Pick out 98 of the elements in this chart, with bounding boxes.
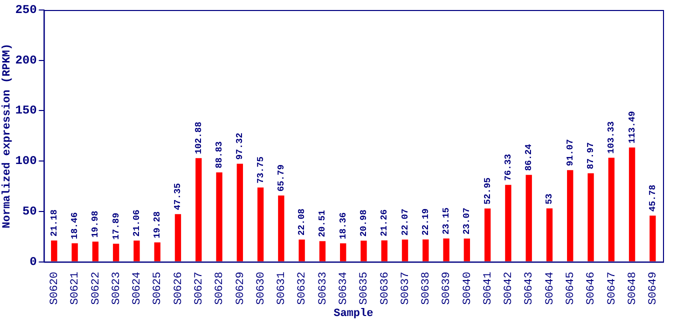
bar xyxy=(650,216,656,262)
bar xyxy=(402,240,408,262)
bar xyxy=(92,242,98,262)
data-label: 20.98 xyxy=(358,210,369,237)
x-tick-label: S0621 xyxy=(70,271,82,305)
x-tick-label: S0646 xyxy=(586,272,598,305)
x-tick-label: S0642 xyxy=(503,272,516,305)
x-tick-label: S0633 xyxy=(317,272,330,305)
data-label: 113.49 xyxy=(627,111,638,144)
bar xyxy=(51,240,58,262)
bar xyxy=(278,196,284,262)
bar xyxy=(340,243,346,262)
data-label: 21.26 xyxy=(380,209,390,236)
bar xyxy=(216,172,222,262)
bar xyxy=(319,241,326,262)
data-label: 88.83 xyxy=(214,141,225,168)
bar xyxy=(628,147,636,262)
x-tick-label: S0628 xyxy=(214,272,226,305)
data-label: 76.33 xyxy=(503,154,514,181)
bar xyxy=(588,173,594,262)
data-label: 102.88 xyxy=(194,122,204,154)
bar xyxy=(257,188,264,262)
y-tick-label: 0 xyxy=(30,254,37,269)
data-label: 103.33 xyxy=(606,121,617,154)
bar xyxy=(134,240,140,262)
data-label: 21.18 xyxy=(49,209,60,236)
bar xyxy=(298,240,305,262)
x-tick-label: S0647 xyxy=(606,272,618,305)
x-tick-label: S0622 xyxy=(90,272,102,305)
x-tick-label: S0635 xyxy=(358,272,371,305)
x-tick-label: S0638 xyxy=(420,272,433,305)
bar xyxy=(443,238,450,262)
x-tick-label: S0632 xyxy=(296,272,309,305)
y-tick-label: 50 xyxy=(22,204,37,218)
bar xyxy=(546,208,553,262)
y-tick-label: 100 xyxy=(15,154,37,168)
data-label: 52.95 xyxy=(482,177,493,204)
x-tick-label: S0634 xyxy=(338,271,350,305)
data-label: 23.15 xyxy=(442,207,452,234)
bar xyxy=(154,242,160,262)
bar xyxy=(464,238,470,262)
y-tick-label: 250 xyxy=(15,3,37,18)
x-tick-label: S0637 xyxy=(400,272,412,305)
x-tick-label: S0636 xyxy=(379,272,392,305)
data-label: 18.46 xyxy=(70,212,80,240)
data-label: 17.89 xyxy=(111,212,122,240)
x-tick-label: S0620 xyxy=(49,272,62,305)
data-label: 97.32 xyxy=(235,132,246,160)
bar xyxy=(360,240,367,262)
bar xyxy=(422,239,429,262)
x-tick-label: S0627 xyxy=(194,272,206,305)
bar xyxy=(72,243,78,262)
data-label: 19.98 xyxy=(90,210,101,238)
data-label: 23.07 xyxy=(462,208,472,235)
bar xyxy=(196,158,202,262)
x-tick-label: S0631 xyxy=(276,271,288,305)
y-tick-label: 200 xyxy=(15,53,37,68)
x-tick-label: S0639 xyxy=(441,272,454,305)
x-tick-label: S0630 xyxy=(255,272,268,305)
x-tick-label: S0626 xyxy=(172,272,185,305)
y-tick-label: 150 xyxy=(15,104,37,118)
bar xyxy=(174,214,182,262)
bar xyxy=(484,208,491,262)
data-label: 86.24 xyxy=(524,143,534,171)
x-tick-label: S0624 xyxy=(132,271,144,305)
bar xyxy=(112,244,120,262)
data-label: 65.79 xyxy=(276,164,286,192)
x-tick-label: S0644 xyxy=(544,271,556,305)
data-label: 21.06 xyxy=(132,210,142,237)
data-label: 22.08 xyxy=(297,208,308,236)
data-label: 47.35 xyxy=(173,183,184,210)
data-label: 18.36 xyxy=(338,212,348,240)
x-tick-label: S0629 xyxy=(234,272,247,305)
x-tick-label: S0641 xyxy=(482,271,494,305)
bar xyxy=(505,184,512,262)
bar xyxy=(381,240,388,262)
data-label: 22.19 xyxy=(420,208,431,236)
x-tick-label: S0643 xyxy=(524,272,536,305)
bar xyxy=(608,158,614,262)
data-label: 45.78 xyxy=(648,184,658,212)
x-tick-label: S0645 xyxy=(565,272,578,305)
data-label: 20.51 xyxy=(318,210,328,238)
x-tick-label: S0649 xyxy=(648,272,660,305)
data-label: 22.07 xyxy=(400,208,410,236)
data-label: 91.07 xyxy=(565,139,576,166)
x-tick-label: S0640 xyxy=(462,272,474,305)
data-label: 19.28 xyxy=(152,211,163,238)
bar xyxy=(567,170,574,262)
x-tick-label: S0623 xyxy=(110,272,123,305)
bar xyxy=(526,174,532,262)
data-label: 73.75 xyxy=(256,156,266,184)
x-tick-label: S0625 xyxy=(152,272,164,305)
data-label: 53 xyxy=(544,194,555,204)
x-tick-label: S0648 xyxy=(626,272,639,305)
x-axis-title: Sample xyxy=(334,308,374,320)
y-axis-title: Normalized expression (RPKM) xyxy=(1,43,14,228)
bar xyxy=(236,164,243,262)
data-label: 87.97 xyxy=(586,142,596,170)
